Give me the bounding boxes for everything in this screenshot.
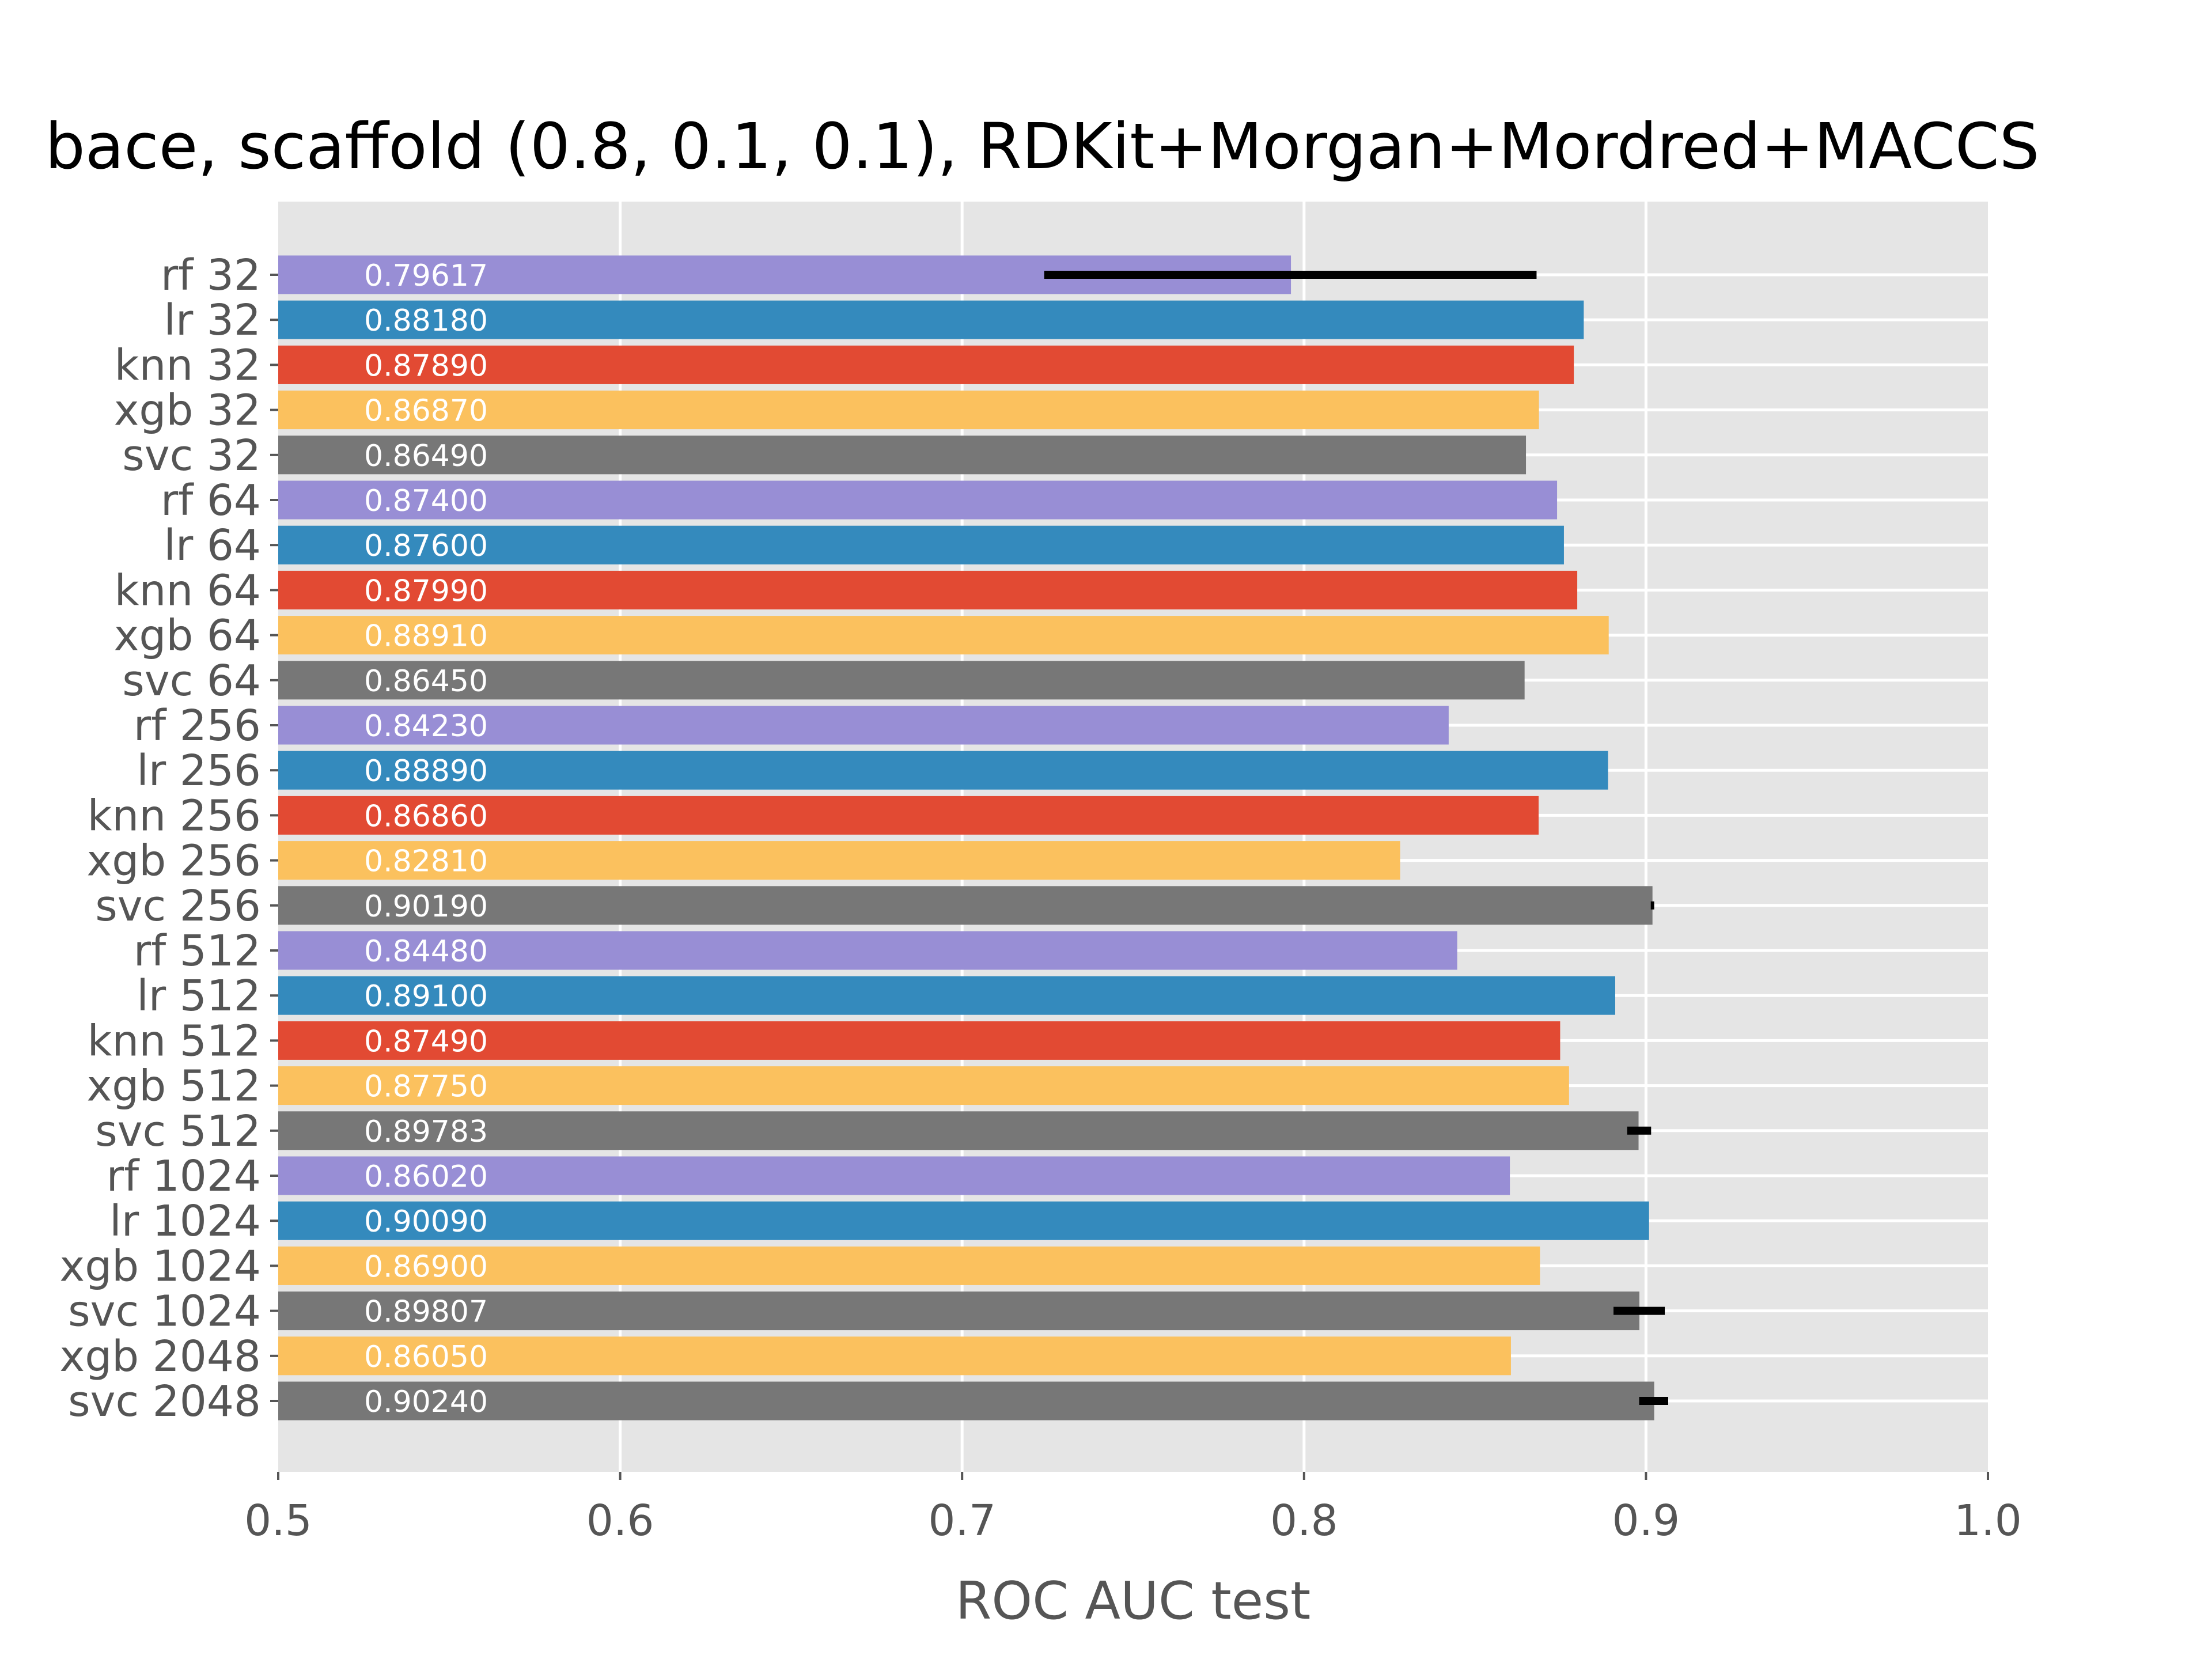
x-axis-label: ROC AUC test xyxy=(956,1571,1311,1631)
bar xyxy=(278,1201,1649,1240)
x-tick-label: 0.6 xyxy=(586,1496,654,1546)
bar-value-label: 0.88910 xyxy=(364,619,488,654)
bar-value-label: 0.82810 xyxy=(364,844,488,879)
bar-value-label: 0.86490 xyxy=(364,439,488,474)
y-tick-label: knn 32 xyxy=(115,340,261,390)
bar-value-label: 0.89100 xyxy=(364,979,488,1014)
bar xyxy=(278,435,1527,475)
x-tick-label: 1.0 xyxy=(1954,1496,2022,1546)
bar-value-label: 0.86020 xyxy=(364,1160,488,1194)
bar-value-label: 0.84480 xyxy=(364,934,488,969)
bar xyxy=(278,841,1400,880)
bar xyxy=(278,345,1574,384)
bar xyxy=(278,796,1539,835)
bar xyxy=(278,751,1608,790)
bar-value-label: 0.87600 xyxy=(364,529,488,563)
bar-value-label: 0.87490 xyxy=(364,1024,488,1059)
y-tick-label: rf 64 xyxy=(161,476,261,525)
y-tick-label: svc 256 xyxy=(95,881,261,931)
bar-value-label: 0.90190 xyxy=(364,889,488,924)
y-tick-label: xgb 1024 xyxy=(59,1241,261,1291)
bar-value-label: 0.86860 xyxy=(364,799,488,834)
bar xyxy=(278,1066,1569,1105)
bar-value-label: 0.89783 xyxy=(364,1115,488,1149)
bar xyxy=(278,661,1525,700)
bars xyxy=(278,255,1654,1421)
bar xyxy=(278,1156,1510,1195)
x-tick-label: 0.9 xyxy=(1612,1496,1680,1546)
bar xyxy=(278,525,1564,565)
bar xyxy=(278,1381,1654,1421)
data-labels: 0.79617 0.88180 0.87890 0.86870 0.86490 0.874… xyxy=(364,259,488,1419)
x-tick-label: 0.8 xyxy=(1270,1496,1338,1546)
bar-value-label: 0.90090 xyxy=(364,1205,488,1239)
bar-value-label: 0.86900 xyxy=(364,1249,488,1284)
bar-value-label: 0.89807 xyxy=(364,1295,488,1330)
y-tick-label: lr 32 xyxy=(164,296,261,345)
bar-value-label: 0.79617 xyxy=(364,259,488,293)
y-tick-label: rf 32 xyxy=(161,251,261,300)
bar xyxy=(278,976,1615,1015)
y-tick-label: xgb 2048 xyxy=(59,1332,261,1381)
y-tick-label: svc 2048 xyxy=(68,1377,261,1426)
bar xyxy=(278,616,1609,655)
y-tick-label: lr 1024 xyxy=(109,1196,261,1246)
y-tick-label: xgb 512 xyxy=(86,1062,261,1111)
y-tick-label: rf 1024 xyxy=(107,1152,261,1201)
y-tick-label: knn 256 xyxy=(88,791,261,840)
y-tick-label: knn 512 xyxy=(88,1016,261,1066)
bar-value-label: 0.84230 xyxy=(364,709,488,744)
bar xyxy=(278,300,1584,339)
bar xyxy=(278,1291,1639,1331)
y-tick-label: lr 256 xyxy=(137,746,261,796)
bar-value-label: 0.87750 xyxy=(364,1070,488,1104)
bar-value-label: 0.87990 xyxy=(364,574,488,608)
x-tick-label: 0.7 xyxy=(928,1496,996,1546)
bar xyxy=(278,1336,1511,1376)
y-tick-label: knn 64 xyxy=(115,566,261,615)
bar xyxy=(278,1021,1560,1060)
y-tick-label: xgb 64 xyxy=(114,611,261,661)
bar-value-label: 0.87890 xyxy=(364,349,488,383)
y-tick-label: rf 512 xyxy=(134,926,261,976)
chart-title: bace, scaffold (0.8, 0.1, 0.1), RDKit+Mo… xyxy=(45,109,2040,183)
bar-value-label: 0.87400 xyxy=(364,484,488,518)
bar xyxy=(278,1111,1639,1150)
bar xyxy=(278,480,1558,520)
bar-value-label: 0.88180 xyxy=(364,304,488,338)
x-tick-label: 0.5 xyxy=(244,1496,312,1546)
y-tick-label: svc 512 xyxy=(95,1107,261,1156)
bar-value-label: 0.86450 xyxy=(364,664,488,699)
y-tick-label: lr 512 xyxy=(137,971,261,1021)
y-tick-label: rf 256 xyxy=(134,701,261,751)
bar-value-label: 0.86050 xyxy=(364,1340,488,1374)
bar-value-label: 0.88890 xyxy=(364,754,488,789)
bar-value-label: 0.90240 xyxy=(364,1385,488,1419)
bar xyxy=(278,706,1449,745)
bar xyxy=(278,1246,1540,1285)
y-tick-label: lr 64 xyxy=(164,521,261,570)
y-tick-label: xgb 32 xyxy=(114,386,261,435)
bar xyxy=(278,391,1539,430)
bar xyxy=(278,886,1653,925)
y-tick-label: xgb 256 xyxy=(86,836,261,886)
y-tick-label: svc 64 xyxy=(122,656,261,706)
y-tick-label: svc 1024 xyxy=(68,1287,261,1336)
x-axis: 0.5 0.6 0.7 0.8 0.9 1.0 xyxy=(244,1472,2022,1546)
error-bars xyxy=(1044,271,1668,1405)
bar xyxy=(278,570,1578,609)
bar xyxy=(278,931,1457,970)
y-tick-label: svc 32 xyxy=(122,431,261,480)
bar-value-label: 0.86870 xyxy=(364,394,488,429)
